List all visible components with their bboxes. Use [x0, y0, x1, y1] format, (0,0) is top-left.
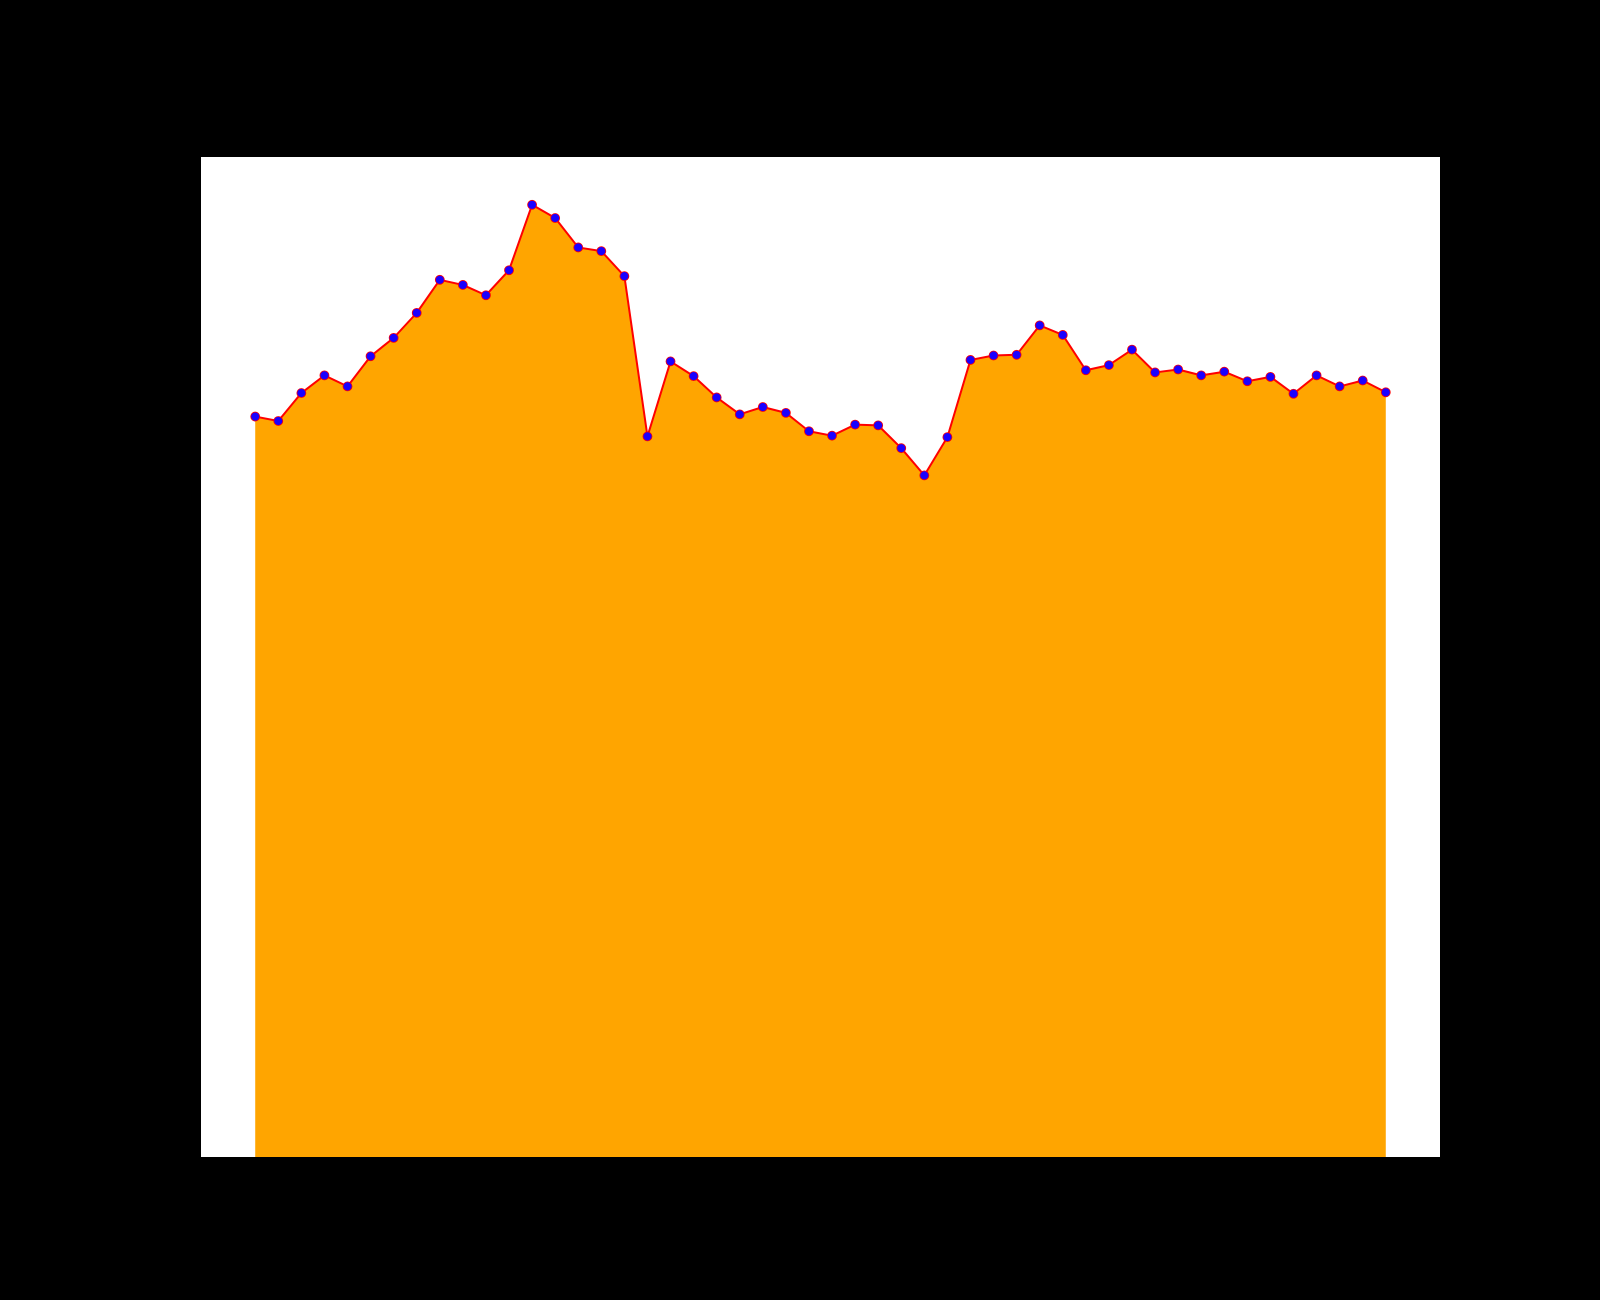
data-point-32	[988, 350, 999, 361]
data-point-41	[1196, 370, 1207, 381]
data-point-8	[434, 274, 445, 285]
data-point-19	[688, 371, 699, 382]
data-point-23	[780, 407, 791, 418]
data-point-0	[250, 411, 261, 422]
data-point-44	[1265, 371, 1276, 382]
data-point-25	[827, 430, 837, 441]
data-point-37	[1104, 360, 1114, 370]
data-point-10	[481, 290, 491, 301]
data-point-31	[965, 355, 976, 365]
series-layer	[250, 199, 1391, 1158]
data-point-27	[873, 420, 884, 431]
data-point-4	[342, 381, 353, 392]
data-point-43	[1242, 376, 1253, 387]
data-point-39	[1150, 367, 1160, 378]
data-point-12	[527, 199, 537, 210]
data-point-40	[1173, 364, 1184, 375]
data-point-49	[1380, 387, 1391, 398]
data-point-6	[388, 332, 399, 343]
data-point-45	[1288, 388, 1299, 399]
data-point-42	[1219, 366, 1230, 377]
data-point-34	[1034, 320, 1045, 331]
data-point-21	[734, 409, 745, 420]
data-point-48	[1357, 375, 1368, 386]
data-point-47	[1334, 381, 1345, 392]
data-point-18	[665, 356, 676, 367]
data-point-35	[1057, 330, 1068, 340]
data-point-17	[642, 431, 653, 442]
data-point-11	[504, 265, 514, 276]
data-point-15	[596, 246, 607, 257]
data-point-38	[1127, 344, 1137, 355]
area-fill	[255, 204, 1386, 1158]
data-point-3	[319, 370, 330, 381]
data-point-16	[619, 271, 630, 282]
data-point-2	[296, 388, 307, 398]
data-point-7	[411, 307, 422, 318]
data-point-24	[804, 426, 814, 437]
data-point-22	[757, 402, 768, 412]
data-point-36	[1080, 365, 1091, 376]
data-point-9	[457, 280, 468, 290]
data-point-46	[1311, 370, 1322, 381]
data-point-26	[850, 419, 861, 430]
data-point-13	[550, 213, 561, 223]
data-point-29	[919, 470, 930, 481]
data-point-28	[896, 443, 907, 454]
data-point-20	[711, 392, 722, 403]
data-point-1	[273, 416, 284, 426]
data-point-14	[573, 242, 584, 253]
data-point-5	[365, 351, 376, 362]
data-point-33	[1011, 349, 1022, 360]
data-point-30	[942, 432, 953, 443]
